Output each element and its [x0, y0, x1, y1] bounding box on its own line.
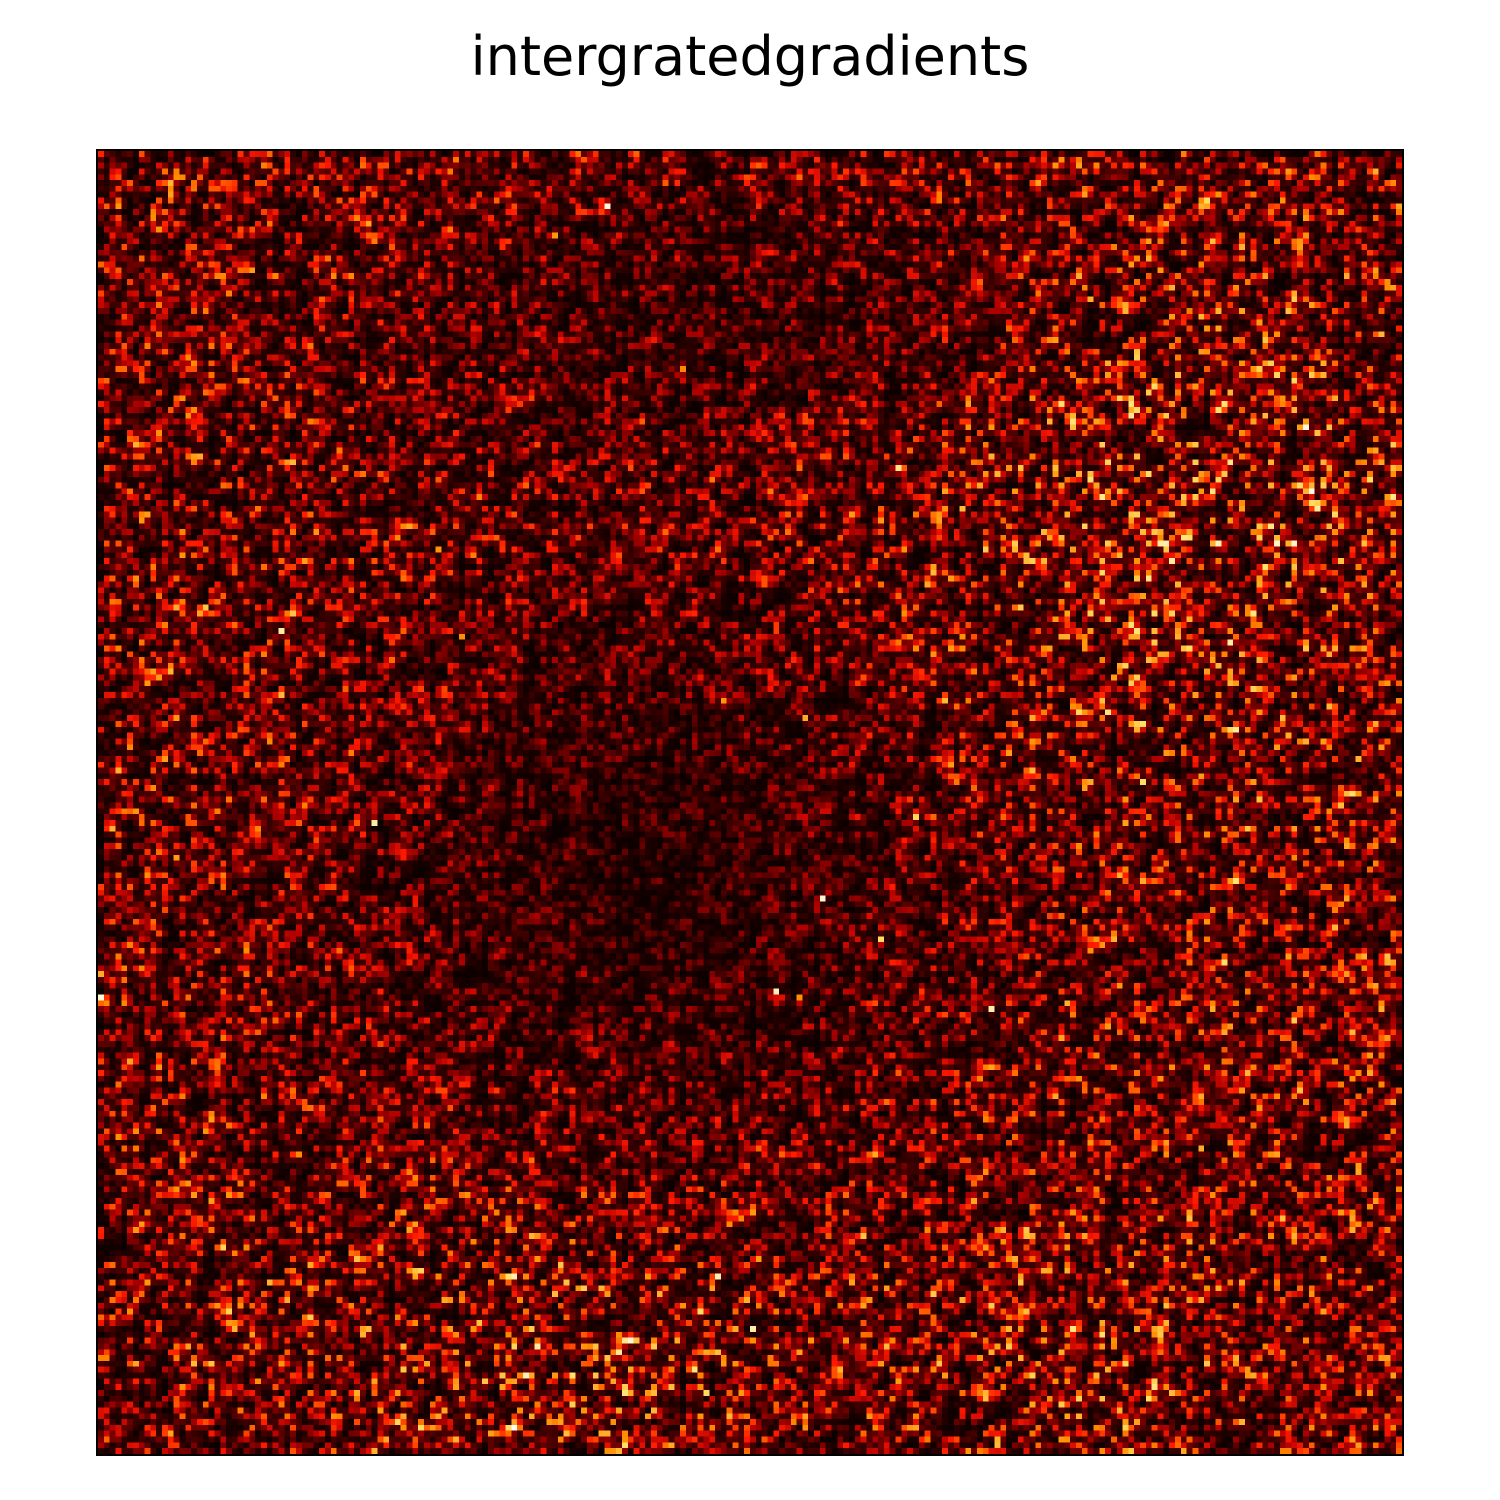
attribution-heatmap: [98, 151, 1402, 1454]
plot-area: [96, 149, 1404, 1456]
chart-title: intergratedgradients: [470, 25, 1030, 88]
